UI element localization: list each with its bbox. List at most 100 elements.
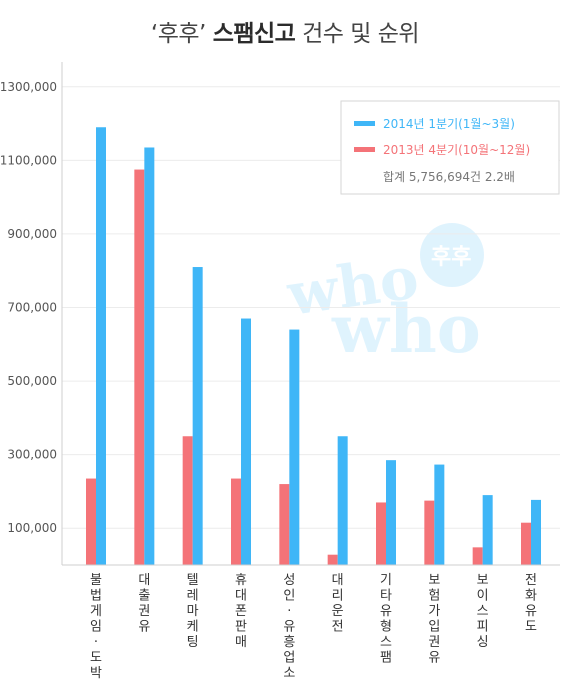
- bars: [86, 127, 541, 565]
- x-tick-char: 성: [283, 573, 295, 588]
- x-tick-char: 스: [380, 635, 392, 650]
- bar-2014q1: [386, 460, 396, 565]
- y-axis: 100,000 300,000 500,000 700,000 900,000 1100,…: [0, 62, 63, 565]
- bar-2014q1: [289, 329, 300, 565]
- y-tick-label: 300,000: [7, 448, 57, 462]
- legend-label-2014: 2014년 1분기(1월~3월): [383, 117, 515, 131]
- x-tick-char: 운: [332, 604, 344, 619]
- x-tick-char: 대: [332, 573, 344, 588]
- y-tick-label: 700,000: [7, 301, 57, 315]
- x-tick-char: 케: [187, 620, 199, 635]
- x-tick-char: 대: [138, 573, 150, 588]
- x-tick-char: 흥: [283, 635, 295, 650]
- x-tick-char: 권: [138, 604, 150, 619]
- bar-2013q4: [472, 547, 483, 565]
- x-tick-char: 이: [477, 589, 489, 604]
- bar-2013q4: [231, 478, 241, 565]
- x-tick-char: 유: [428, 651, 440, 666]
- bar-2013q4: [182, 436, 193, 565]
- y-tick-label: 900,000: [7, 227, 57, 241]
- x-tick-char: 소: [283, 666, 295, 681]
- x-tick-char: 보: [477, 573, 489, 588]
- x-tick-char: 타: [380, 589, 392, 604]
- x-tick-char: ·: [287, 604, 291, 619]
- x-tick-char: 판: [235, 620, 247, 635]
- legend-swatch-2014: [354, 121, 375, 126]
- x-tick-char: 팸: [380, 651, 392, 666]
- x-tick-char: 전: [332, 620, 344, 635]
- x-tick-char: 레: [187, 589, 199, 604]
- legend-box: [340, 100, 560, 195]
- x-tick-char: ·: [94, 635, 98, 650]
- x-tick-char: 입: [428, 620, 440, 635]
- y-tick-label: 1100,000: [0, 153, 57, 167]
- x-tick-char: 가: [428, 604, 440, 619]
- bar-2013q4: [521, 522, 531, 565]
- legend-label-2013: 2013년 4분기(10월~12월): [383, 143, 530, 157]
- x-tick-char: 업: [283, 651, 295, 666]
- x-tick-char: 권: [428, 635, 440, 650]
- x-tick-char: 폰: [235, 604, 247, 619]
- bar-2014q1: [144, 147, 155, 565]
- bar-2013q4: [424, 500, 435, 565]
- x-tick-char: 임: [90, 620, 102, 635]
- x-tick-char: 도: [525, 620, 537, 635]
- x-tick-char: 텔: [187, 573, 199, 588]
- bar-2014q1: [434, 464, 445, 565]
- x-axis: 불법게임·도박대출권유텔레마케팅휴대폰판매성인·유흥업소대리운전기타유형스팸보험…: [62, 564, 560, 681]
- legend: 2014년 1분기(1월~3월) 2013년 4분기(10월~12월) 합계 5…: [340, 100, 560, 195]
- watermark-line2: who: [331, 290, 481, 368]
- watermark: who 후후 who: [283, 223, 484, 368]
- watermark-badge: 후후: [431, 244, 471, 270]
- bar-2014q1: [482, 495, 493, 565]
- x-tick-char: 출: [138, 589, 150, 604]
- y-tick-label: 1300,000: [0, 80, 57, 94]
- x-tick-char: 유: [283, 620, 295, 635]
- x-tick-char: 리: [332, 589, 344, 604]
- y-tick-label: 100,000: [7, 521, 57, 535]
- x-tick-char: 스: [477, 604, 489, 619]
- bar-2013q4: [86, 478, 96, 565]
- x-tick-char: 게: [90, 604, 102, 619]
- bar-2014q1: [531, 499, 541, 565]
- x-tick-char: 싱: [477, 635, 489, 650]
- legend-note: 합계 5,756,694건 2.2배: [383, 170, 515, 184]
- x-tick-char: 화: [525, 589, 537, 604]
- title-suffix: 건수 및 순위: [302, 21, 420, 47]
- x-tick-char: 도: [90, 651, 102, 666]
- x-tick-char: 팅: [187, 635, 199, 650]
- x-tick-char: 유: [525, 604, 537, 619]
- x-tick-char: 매: [235, 635, 247, 650]
- x-tick-char: 유: [380, 604, 392, 619]
- x-tick-char: 박: [90, 666, 102, 681]
- x-tick-char: 피: [477, 620, 489, 635]
- legend-swatch-2013: [354, 147, 375, 152]
- bar-2013q4: [327, 554, 338, 565]
- bar-2014q1: [96, 127, 106, 565]
- bar-2013q4: [134, 169, 145, 565]
- bar-2014q1: [192, 267, 203, 565]
- bar-2014q1: [337, 436, 348, 565]
- bar-2014q1: [241, 318, 251, 565]
- x-tick-char: 불: [90, 573, 102, 588]
- watermark-badge-circle: [420, 223, 484, 287]
- x-tick-char: 보: [428, 573, 440, 588]
- x-tick-char: 유: [138, 620, 150, 635]
- x-tick-char: 기: [380, 573, 392, 588]
- bar-2013q4: [279, 484, 290, 565]
- chart-title: ‘후후’ 스팸신고 건수 및 순위: [0, 14, 570, 48]
- y-tick-label: 500,000: [7, 374, 57, 388]
- x-tick-char: 형: [380, 620, 392, 635]
- x-tick-char: 마: [187, 604, 199, 619]
